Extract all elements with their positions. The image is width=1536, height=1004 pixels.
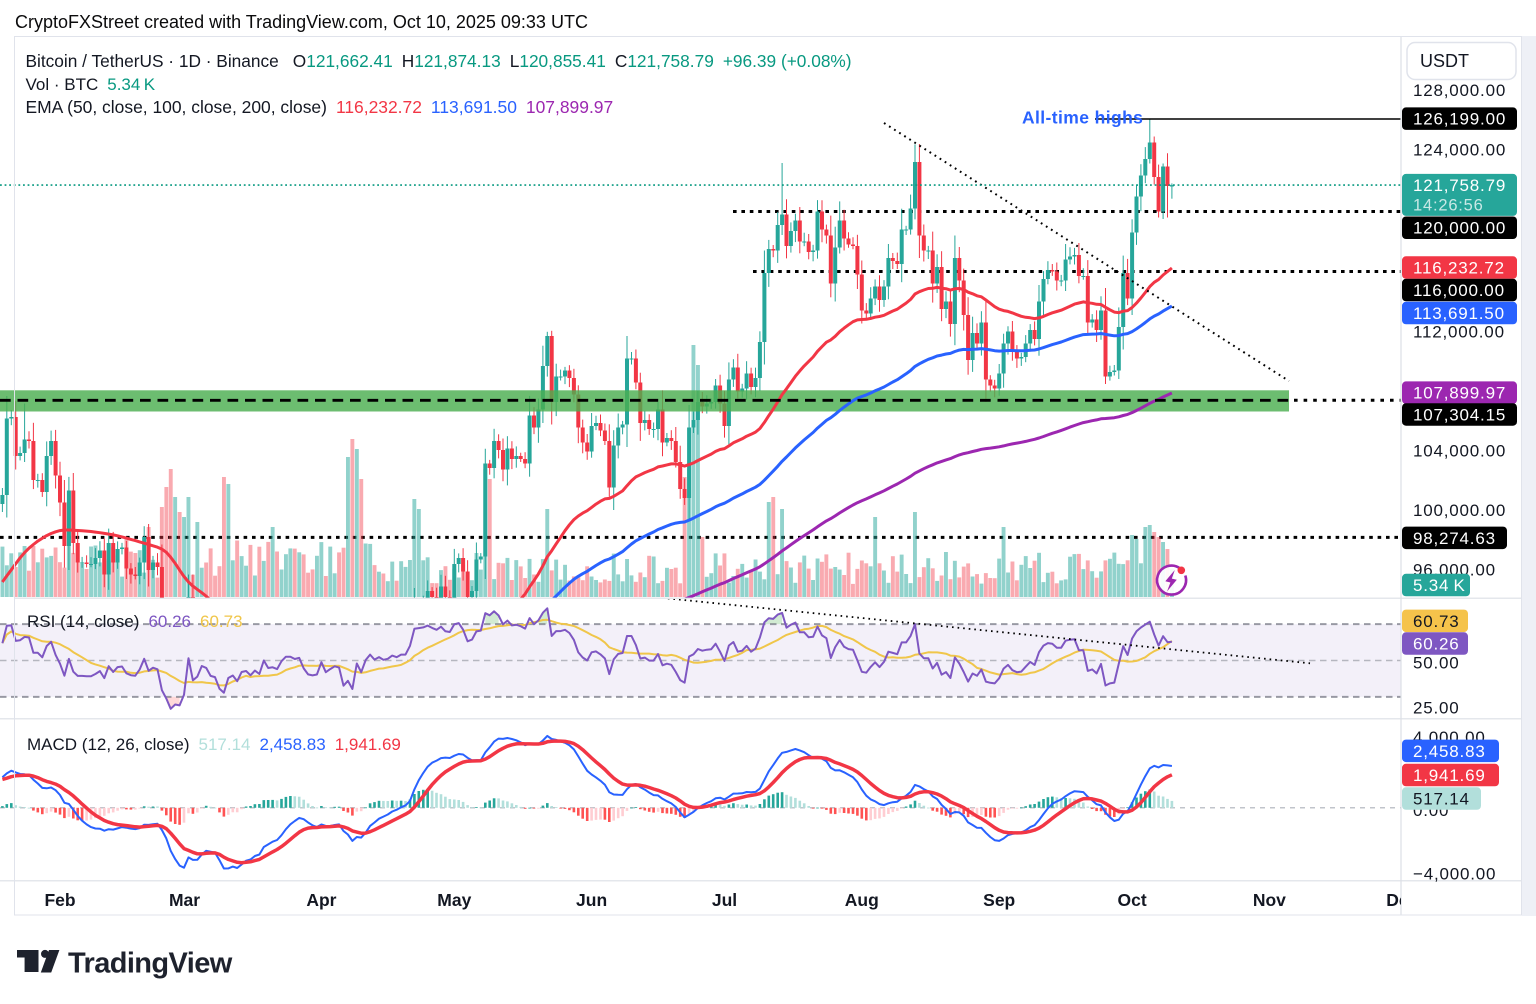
svg-text:All-time highs: All-time highs xyxy=(1022,108,1143,128)
svg-text:107,899.97: 107,899.97 xyxy=(1413,384,1506,403)
svg-text:1,941.69: 1,941.69 xyxy=(1413,766,1486,785)
svg-text:60.26: 60.26 xyxy=(1413,635,1460,654)
svg-text:−4,000.00: −4,000.00 xyxy=(1413,864,1496,883)
svg-text:60.73: 60.73 xyxy=(1413,612,1460,631)
svg-text:120,000.00: 120,000.00 xyxy=(1413,219,1506,238)
svg-text:TradingView: TradingView xyxy=(68,948,233,980)
svg-text:Bitcoin / TetherUS · 1D · Bina: Bitcoin / TetherUS · 1D · Binance O121,66… xyxy=(26,51,852,71)
svg-text:2,458.83: 2,458.83 xyxy=(1413,742,1486,761)
svg-text:128,000.00: 128,000.00 xyxy=(1413,81,1506,100)
svg-text:Aug: Aug xyxy=(845,890,879,910)
svg-text:Dec: Dec xyxy=(1386,890,1418,910)
svg-text:EMA (50, close, 100, close, 20: EMA (50, close, 100, close, 200, close) 1… xyxy=(26,97,614,117)
svg-text:Jun: Jun xyxy=(576,890,607,910)
svg-text:104,000.00: 104,000.00 xyxy=(1413,441,1506,460)
svg-text:14:26:56: 14:26:56 xyxy=(1413,197,1484,215)
svg-text:Apr: Apr xyxy=(306,890,336,910)
svg-text:USDT: USDT xyxy=(1420,51,1469,71)
svg-text:116,000.00: 116,000.00 xyxy=(1413,281,1505,300)
svg-text:Mar: Mar xyxy=(169,890,200,910)
svg-text:25.00: 25.00 xyxy=(1413,699,1460,718)
svg-text:May: May xyxy=(437,890,471,910)
svg-text:517.14: 517.14 xyxy=(1413,790,1470,809)
svg-text:Oct: Oct xyxy=(1118,890,1147,910)
svg-text:MACD (12, 26, close)517.142,45: MACD (12, 26, close) 517.14 2,458.83 1,941.… xyxy=(27,735,401,754)
svg-text:124,000.00: 124,000.00 xyxy=(1413,141,1506,160)
svg-text:112,000.00: 112,000.00 xyxy=(1413,323,1505,342)
svg-text:100,000.00: 100,000.00 xyxy=(1413,501,1506,520)
svg-text:CryptoFXStreet created with Tr: CryptoFXStreet created with TradingView.… xyxy=(15,12,588,32)
svg-text:107,304.15: 107,304.15 xyxy=(1413,405,1506,424)
svg-text:98,274.63: 98,274.63 xyxy=(1413,529,1496,548)
svg-text:126,199.00: 126,199.00 xyxy=(1413,110,1506,129)
svg-text:Feb: Feb xyxy=(44,890,75,910)
svg-text:121,758.79: 121,758.79 xyxy=(1413,176,1506,195)
svg-text:5.34 K: 5.34 K xyxy=(1413,576,1466,595)
svg-text:50.00: 50.00 xyxy=(1413,654,1460,673)
svg-text:116,232.72: 116,232.72 xyxy=(1413,259,1505,278)
svg-text:113,691.50: 113,691.50 xyxy=(1413,304,1505,323)
svg-text:Nov: Nov xyxy=(1253,890,1286,910)
svg-text:Jul: Jul xyxy=(712,890,737,910)
svg-text:Sep: Sep xyxy=(983,890,1015,910)
